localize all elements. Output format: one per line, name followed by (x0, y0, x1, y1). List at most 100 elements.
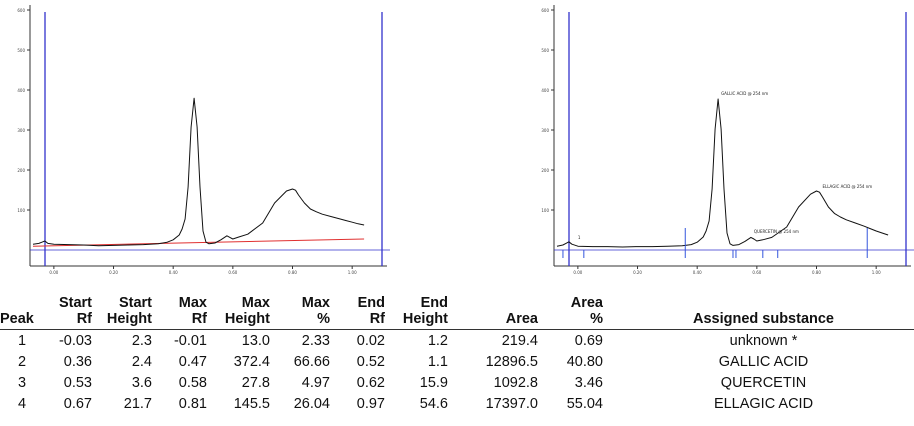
column-header: Start Rf (44, 293, 102, 330)
column-header-line: Area (505, 311, 538, 327)
column-header-line: Rf (76, 311, 92, 327)
assigned-substance-cell: ELLAGIC ACID (713, 395, 814, 412)
table-cell: 21.7 (123, 395, 152, 412)
table-cell: 372.4 (233, 353, 270, 370)
column-header-line: Height (106, 311, 152, 327)
column-header-line: Height (224, 311, 270, 327)
table-cell: 2.4 (131, 353, 152, 370)
column-header-line: Rf (191, 311, 207, 327)
chromatogram-left: 100 200 300 400 500 600 0.00 0.20 0.40 0.60 0.80 1.… (17, 5, 390, 275)
table-cell: 4 (17, 395, 27, 412)
table-cell: 1 (17, 332, 27, 349)
table-cell: 3.6 (131, 374, 152, 391)
column-header-line: Max (178, 295, 207, 311)
left-y-tick-label: 500 (17, 48, 25, 53)
right-peak-label: QUERCETIN @ 254 nm (754, 229, 799, 234)
column-header: End Rf (340, 293, 395, 330)
table-cell: 66.66 (293, 353, 330, 370)
assigned-substance-cell: unknown * (729, 332, 798, 349)
column-header: Assigned substance (613, 293, 914, 330)
peak-table-body: 1 -0.03 2.3 -0.01 13.0 2.33 0.02 1.2 219.4 0.69 un… (0, 330, 914, 415)
right-y-tick-label: 100 (541, 208, 549, 213)
column-header-line: Peak (0, 311, 34, 327)
table-cell: 3.46 (574, 374, 603, 391)
table-cell: 26.04 (293, 395, 330, 412)
right-y-tick-label: 200 (541, 168, 549, 173)
table-cell: 2.3 (131, 332, 152, 349)
right-y-tick-label: 400 (541, 88, 549, 93)
table-cell: 13.0 (241, 332, 270, 349)
right-x-tick-label: 0.40 (693, 270, 702, 275)
column-header-line: Height (402, 311, 448, 327)
peak-table-header: Peak Start Rf Start Height Max Rf Max Height Max%… (0, 293, 914, 330)
table-cell: -0.01 (173, 332, 207, 349)
table-cell: 2 (17, 353, 27, 370)
left-x-tick-label: 0.20 (109, 270, 118, 275)
table-cell: 0.52 (356, 353, 385, 370)
table-cell: 0.47 (178, 353, 207, 370)
left-y-tick-label: 600 (17, 8, 25, 13)
column-header: Area% (548, 293, 613, 330)
table-cell: 1092.8 (493, 374, 538, 391)
column-header-line: Max (301, 295, 330, 311)
column-header: Start Height (102, 293, 162, 330)
left-x-tick-label: 1.00 (348, 270, 357, 275)
table-cell: 145.5 (233, 395, 270, 412)
table-cell: 55.04 (566, 395, 603, 412)
table-cell: 12896.5 (485, 353, 538, 370)
column-header-line: % (590, 311, 603, 327)
left-y-tick-label: 300 (17, 128, 25, 133)
right-y-tick-label: 500 (541, 48, 549, 53)
table-cell: 0.81 (178, 395, 207, 412)
assigned-substance-cell: GALLIC ACID (718, 353, 809, 370)
table-cell: 1.2 (427, 332, 448, 349)
table-cell: 15.9 (419, 374, 448, 391)
table-row: 3 0.53 3.6 0.58 27.8 4.97 0.62 15.9 1092.8 3.46 QU… (0, 372, 914, 393)
peak-table: Peak Start Rf Start Height Max Rf Max Height Max%… (0, 293, 914, 414)
left-x-tick-label: 0.00 (49, 270, 58, 275)
chromatogram-right: 100 200 300 400 500 600 0.00 0.20 0.40 0.60 0.80 1.… (541, 5, 914, 275)
right-x-tick-label: 0.20 (633, 270, 642, 275)
column-header: Max Rf (162, 293, 217, 330)
table-cell: 0.97 (356, 395, 385, 412)
left-x-tick-label: 0.80 (288, 270, 297, 275)
column-header-line: Start (58, 295, 92, 311)
table-cell: 0.69 (574, 332, 603, 349)
table-cell: 219.4 (501, 332, 538, 349)
right-trace-line (556, 98, 889, 248)
right-x-tick-label: 0.60 (752, 270, 761, 275)
column-header-line: Max (241, 295, 270, 311)
left-x-tick-label: 0.60 (228, 270, 237, 275)
table-cell: 0.36 (63, 353, 92, 370)
right-peak-label: ELLAGIC ACID @ 254 nm (822, 184, 872, 189)
table-cell: 1.1 (427, 353, 448, 370)
table-cell: 17397.0 (485, 395, 538, 412)
column-header-line: % (317, 311, 330, 327)
table-row: 4 0.67 21.7 0.81 145.5 26.04 0.97 54.6 17397.0 55… (0, 393, 914, 414)
column-header: Peak (0, 293, 44, 330)
column-header-line: Start (118, 295, 152, 311)
table-row: 1 -0.03 2.3 -0.01 13.0 2.33 0.02 1.2 219.4 0.69 un… (0, 330, 914, 352)
right-y-tick-label: 600 (541, 8, 549, 13)
left-y-tick-label: 400 (17, 88, 25, 93)
table-cell: 0.67 (63, 395, 92, 412)
right-peak-label: GALLIC ACID @ 254 nm (721, 91, 768, 96)
column-header: Area (458, 293, 548, 330)
table-cell: 0.62 (356, 374, 385, 391)
column-header: Max Height (217, 293, 280, 330)
column-header: Max% (280, 293, 340, 330)
column-header-line: End (420, 295, 448, 311)
table-cell: 3 (17, 374, 27, 391)
table-cell: 54.6 (419, 395, 448, 412)
column-header-line: End (357, 295, 385, 311)
table-cell: -0.03 (58, 332, 92, 349)
right-x-tick-label: 0.00 (573, 270, 582, 275)
right-y-tick-label: 300 (541, 128, 549, 133)
table-cell: 40.80 (566, 353, 603, 370)
column-header-line: Assigned substance (692, 311, 834, 327)
column-header-line: Area (570, 295, 603, 311)
table-cell: 0.53 (63, 374, 92, 391)
right-x-tick-label: 1.00 (872, 270, 881, 275)
column-header-line: Rf (369, 311, 385, 327)
table-cell: 4.97 (301, 374, 330, 391)
